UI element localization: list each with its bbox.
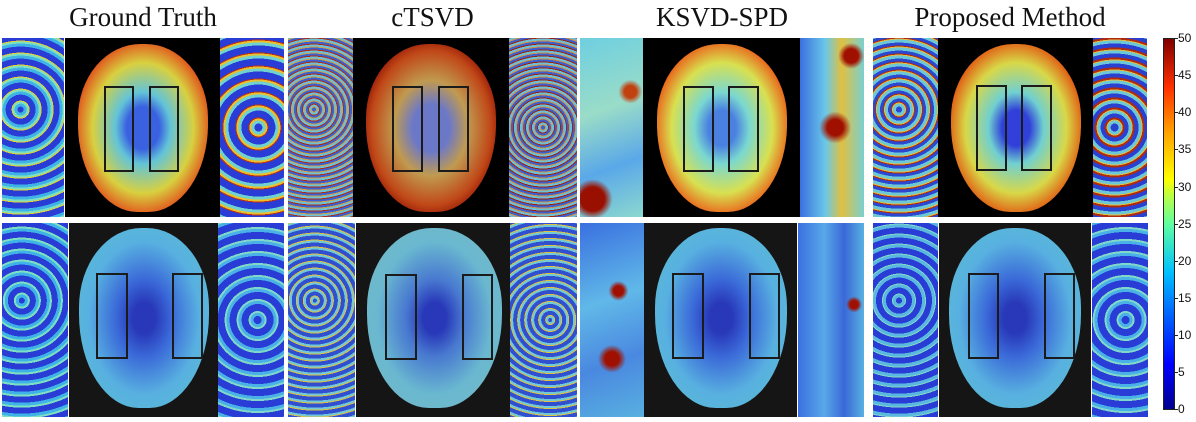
proposed-top-left-zoom	[873, 38, 938, 217]
ksvd-spd-top-right-zoom	[800, 38, 864, 217]
ground-truth-top-right-zoom	[220, 38, 284, 217]
ksvd-spd-top-brain	[643, 38, 800, 217]
ctsvd-top-right-zoom	[509, 38, 577, 217]
colorbar-tick: 45	[1178, 68, 1192, 82]
column-title-proposed-method: Proposed Method	[914, 2, 1106, 32]
ksvd-spd-bottom-right-zoom	[798, 223, 864, 417]
colorbar-tick: 35	[1178, 142, 1192, 156]
ground-truth-bottom-brain	[69, 223, 218, 417]
ground-truth-bottom-left-zoom	[2, 223, 68, 417]
colorbar-tick: 25	[1178, 217, 1192, 231]
colorbar-tick: 5	[1178, 365, 1185, 379]
column-title-ctsvd: cTSVD	[391, 2, 474, 32]
roi-box-left	[968, 273, 999, 359]
ctsvd-bottom-brain	[356, 223, 510, 417]
column-title-ground-truth: Ground Truth	[69, 2, 217, 32]
ground-truth-bottom-right-zoom	[218, 223, 284, 417]
roi-box-left	[385, 274, 417, 360]
ctsvd-top-left-zoom	[288, 38, 353, 217]
ksvd-spd-bottom-brain	[644, 223, 797, 417]
roi-box-right	[438, 86, 469, 172]
colorbar-tick: 15	[1178, 291, 1192, 305]
ksvd-spd-bottom-left-zoom	[580, 223, 644, 417]
proposed-bottom-right-zoom	[1092, 223, 1148, 417]
ctsvd-top-brain	[353, 38, 509, 217]
ground-truth-top-left-zoom	[2, 38, 64, 217]
colorbar-tick: 0	[1178, 402, 1185, 416]
colorbar-tick: 10	[1178, 328, 1192, 342]
proposed-top-right-zoom	[1093, 38, 1147, 217]
proposed-bottom-brain	[939, 223, 1091, 417]
roi-box-left	[96, 273, 128, 359]
ksvd-spd-top-left-zoom	[580, 38, 643, 217]
colorbar-tick: 50	[1178, 31, 1192, 45]
roi-box-right	[749, 273, 780, 359]
roi-box-right	[728, 86, 759, 172]
colorbar-tick: 30	[1178, 180, 1192, 194]
column-title-ksvd-spd: KSVD-SPD	[655, 2, 789, 32]
roi-box-right	[149, 86, 179, 172]
ground-truth-top-brain	[65, 38, 220, 217]
roi-box-left	[683, 86, 714, 172]
proposed-bottom-left-zoom	[873, 223, 938, 417]
roi-box-left	[976, 85, 1007, 171]
colorbar-tick: 20	[1178, 254, 1192, 268]
roi-box-left	[672, 273, 704, 359]
proposed-top-brain	[938, 38, 1093, 217]
ctsvd-bottom-left-zoom	[288, 223, 355, 417]
roi-box-right	[1021, 85, 1052, 171]
roi-box-right	[462, 274, 493, 360]
colorbar-tick: 40	[1178, 105, 1192, 119]
ctsvd-bottom-right-zoom	[510, 223, 577, 417]
colorbar	[1163, 38, 1175, 410]
roi-box-left	[104, 86, 134, 172]
roi-box-left	[392, 86, 423, 172]
roi-box-right	[172, 273, 203, 359]
roi-box-right	[1044, 273, 1075, 359]
